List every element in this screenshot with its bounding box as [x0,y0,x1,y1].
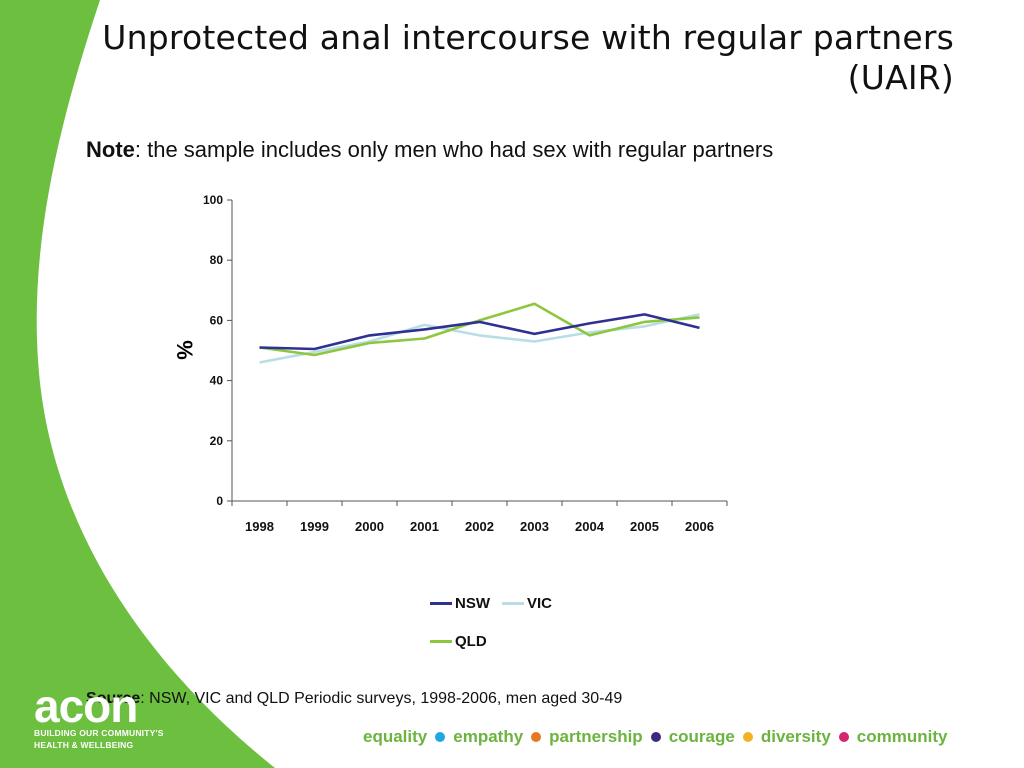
x-tick-label: 1999 [300,519,329,534]
value-word-equality: equality [363,727,428,746]
series-line-qld [259,302,700,357]
series-line-vic [259,313,700,364]
logo-tagline-2: HEALTH & WELLBEING [34,740,134,750]
legend-label: NSW [455,595,490,612]
value-word-empathy: empathy [453,727,524,746]
source-line: Source: NSW, VIC and QLD Periodic survey… [86,690,622,708]
legend-item-nsw: NSW [430,595,490,612]
note-text: : the sample includes only men who had s… [134,137,774,162]
source-text: : NSW, VIC and QLD Periodic surveys, 199… [140,690,623,707]
x-tick-label: 2001 [410,519,439,534]
legend-swatch [502,602,524,605]
value-word-community: community [856,727,948,746]
chart-axes: 0 20 40 60 80 100 1998 1999 2000 2001 2002 2003 2004… [203,193,728,534]
x-tick-label: 2006 [685,519,714,534]
value-separator-dot [650,732,661,742]
y-tick-label: 80 [210,253,224,267]
value-word-courage: courage [668,727,735,746]
y-tick-label: 0 [216,494,223,508]
y-tick-label: 60 [210,313,224,327]
green-swoosh-shape [0,0,275,768]
legend-swatch [430,602,452,605]
y-tick-label: 100 [203,193,223,207]
y-tick-label: 20 [210,434,224,448]
line-chart: 0 20 40 60 80 100 1998 1999 2000 2001 2002 2003 2004… [172,193,728,534]
legend-swatch [430,640,452,643]
value-word-partnership: partnership [549,727,643,746]
logo-mark: acon [34,680,138,732]
value-separator-dot [435,732,446,742]
note-label: Note [86,137,135,162]
x-tick-label: 2004 [575,519,605,534]
source-label: Source [86,690,141,707]
legend-item-qld: QLD [430,633,487,650]
legend-label: QLD [455,633,487,650]
x-tick-label: 2005 [630,519,659,534]
value-word-diversity: diversity [760,727,831,746]
value-separator-dot [742,732,753,742]
x-tick-label: 2002 [465,519,494,534]
note-line: Note: the sample includes only men who h… [86,137,773,163]
y-tick-label: 40 [210,374,224,388]
x-tick-label: 2003 [520,519,549,534]
x-tick-label: 1998 [245,519,274,534]
x-tick-label: 2000 [355,519,384,534]
legend-label: VIC [527,595,553,612]
slide-title: Unprotected anal intercourse with regula… [102,18,954,97]
value-separator-dot [838,732,849,742]
y-axis-label: % [172,340,197,360]
values-bar: equality empathy partnership courage diversi… [363,727,947,747]
series-line-nsw [259,313,700,351]
logo-tagline-1: BUILDING OUR COMMUNITY'S [34,728,164,738]
acon-logo: acon BUILDING OUR COMMUNITY'S HEALTH & W… [34,680,164,750]
value-separator-dot [531,732,542,742]
legend-item-vic: VIC [502,595,552,612]
chart-series [259,302,700,364]
